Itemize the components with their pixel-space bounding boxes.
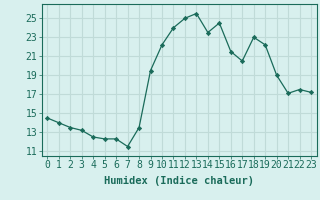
X-axis label: Humidex (Indice chaleur): Humidex (Indice chaleur) — [104, 176, 254, 186]
